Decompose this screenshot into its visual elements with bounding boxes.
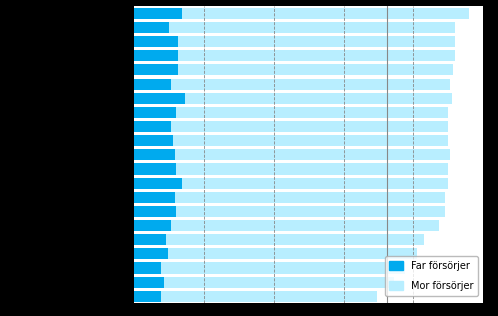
Bar: [182, 8, 469, 19]
Bar: [164, 276, 394, 288]
Bar: [169, 22, 455, 33]
Bar: [134, 206, 176, 217]
Bar: [185, 93, 452, 104]
Bar: [134, 93, 185, 104]
Bar: [176, 206, 445, 217]
Bar: [182, 178, 448, 189]
Bar: [173, 135, 448, 146]
Bar: [176, 163, 448, 174]
Bar: [161, 263, 404, 274]
Bar: [171, 121, 448, 132]
Bar: [134, 263, 161, 274]
Bar: [134, 149, 175, 160]
Bar: [134, 50, 178, 61]
Bar: [134, 291, 161, 302]
Bar: [175, 192, 445, 203]
Bar: [134, 163, 176, 174]
Bar: [176, 107, 448, 118]
Bar: [134, 135, 173, 146]
Bar: [134, 234, 166, 245]
Bar: [171, 220, 440, 231]
Bar: [134, 121, 171, 132]
Bar: [134, 22, 169, 33]
Bar: [178, 50, 455, 61]
Bar: [168, 248, 417, 259]
Bar: [134, 248, 168, 259]
Legend: Far försörjer, Mor försörjer: Far försörjer, Mor försörjer: [384, 256, 478, 295]
Bar: [166, 234, 424, 245]
Bar: [134, 8, 182, 19]
Bar: [134, 178, 182, 189]
Bar: [161, 291, 377, 302]
Bar: [178, 64, 453, 76]
Bar: [134, 220, 171, 231]
Bar: [134, 64, 178, 76]
Bar: [171, 79, 450, 90]
Bar: [134, 192, 175, 203]
Bar: [134, 79, 171, 90]
Bar: [178, 36, 455, 47]
Bar: [134, 276, 164, 288]
Bar: [134, 36, 178, 47]
Bar: [175, 149, 450, 160]
Bar: [134, 107, 176, 118]
